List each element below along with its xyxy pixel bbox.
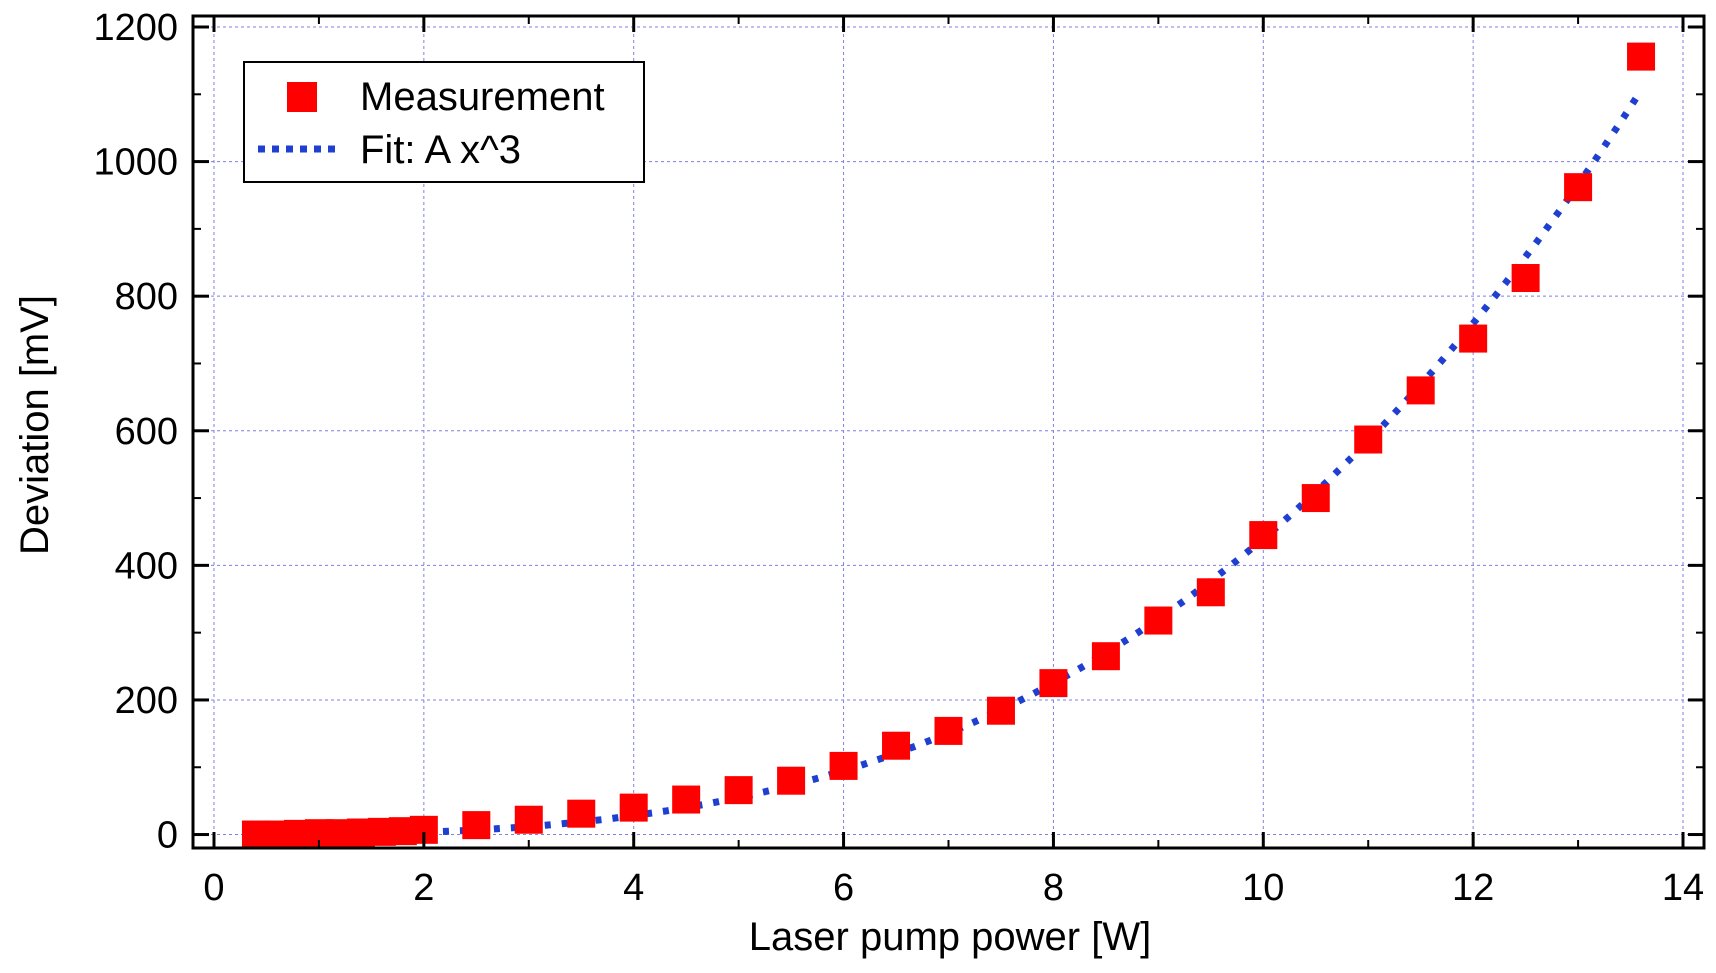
axis-ticks	[193, 16, 1704, 848]
measurement-point	[1511, 264, 1540, 293]
measurement-point	[986, 696, 1015, 725]
measurement-point	[934, 716, 963, 745]
measurement-point	[672, 785, 701, 814]
y-tick-label: 600	[115, 411, 178, 453]
measurement-point	[1354, 425, 1383, 454]
y-tick-labels: 0 200 400 600 800 1000 1200	[93, 7, 178, 857]
x-tick-label: 6	[833, 867, 854, 909]
measurement-point	[1144, 606, 1173, 635]
y-tick-label: 0	[157, 815, 178, 857]
legend-label-fit: Fit: A x^3	[360, 128, 521, 172]
x-axis-label: Laser pump power [W]	[749, 915, 1151, 959]
measurement-point	[1627, 42, 1656, 71]
x-tick-labels: 0 2 4 6 8 10 12 14	[203, 867, 1704, 909]
measurement-point	[1091, 642, 1120, 671]
legend-label-measurement: Measurement	[360, 75, 605, 119]
x-tick-label: 4	[623, 867, 644, 909]
measurement-point	[514, 805, 543, 834]
measurement-point	[462, 811, 491, 840]
measurement-point	[1039, 669, 1068, 698]
x-tick-label: 12	[1452, 867, 1494, 909]
x-tick-label: 0	[203, 867, 224, 909]
measurement-point	[1301, 484, 1330, 513]
measurement-point	[829, 751, 858, 780]
measurement-point	[777, 766, 806, 795]
y-tick-label: 200	[115, 680, 178, 722]
measurement-point	[1406, 376, 1435, 405]
measurement-point	[882, 731, 911, 760]
x-tick-label: 14	[1662, 867, 1704, 909]
x-tick-label: 10	[1242, 867, 1284, 909]
y-tick-label: 800	[115, 276, 178, 318]
legend: Measurement Fit: A x^3	[243, 61, 645, 183]
x-tick-label: 2	[413, 867, 434, 909]
measurement-point	[1564, 173, 1593, 202]
y-tick-label: 1000	[93, 142, 178, 184]
y-tick-label: 1200	[93, 7, 178, 49]
measurement-point	[619, 793, 648, 822]
legend-marker-measurement	[287, 82, 317, 112]
y-axis-label: Deviation [mV]	[13, 295, 57, 555]
y-tick-label: 400	[115, 545, 178, 587]
measurement-point	[1459, 324, 1488, 353]
measurement-point	[567, 799, 596, 828]
x-tick-label: 8	[1043, 867, 1064, 909]
measurement-point	[1249, 521, 1278, 550]
measurement-point	[724, 776, 753, 805]
measurement-point	[1196, 578, 1225, 607]
measurement-series	[241, 42, 1656, 849]
